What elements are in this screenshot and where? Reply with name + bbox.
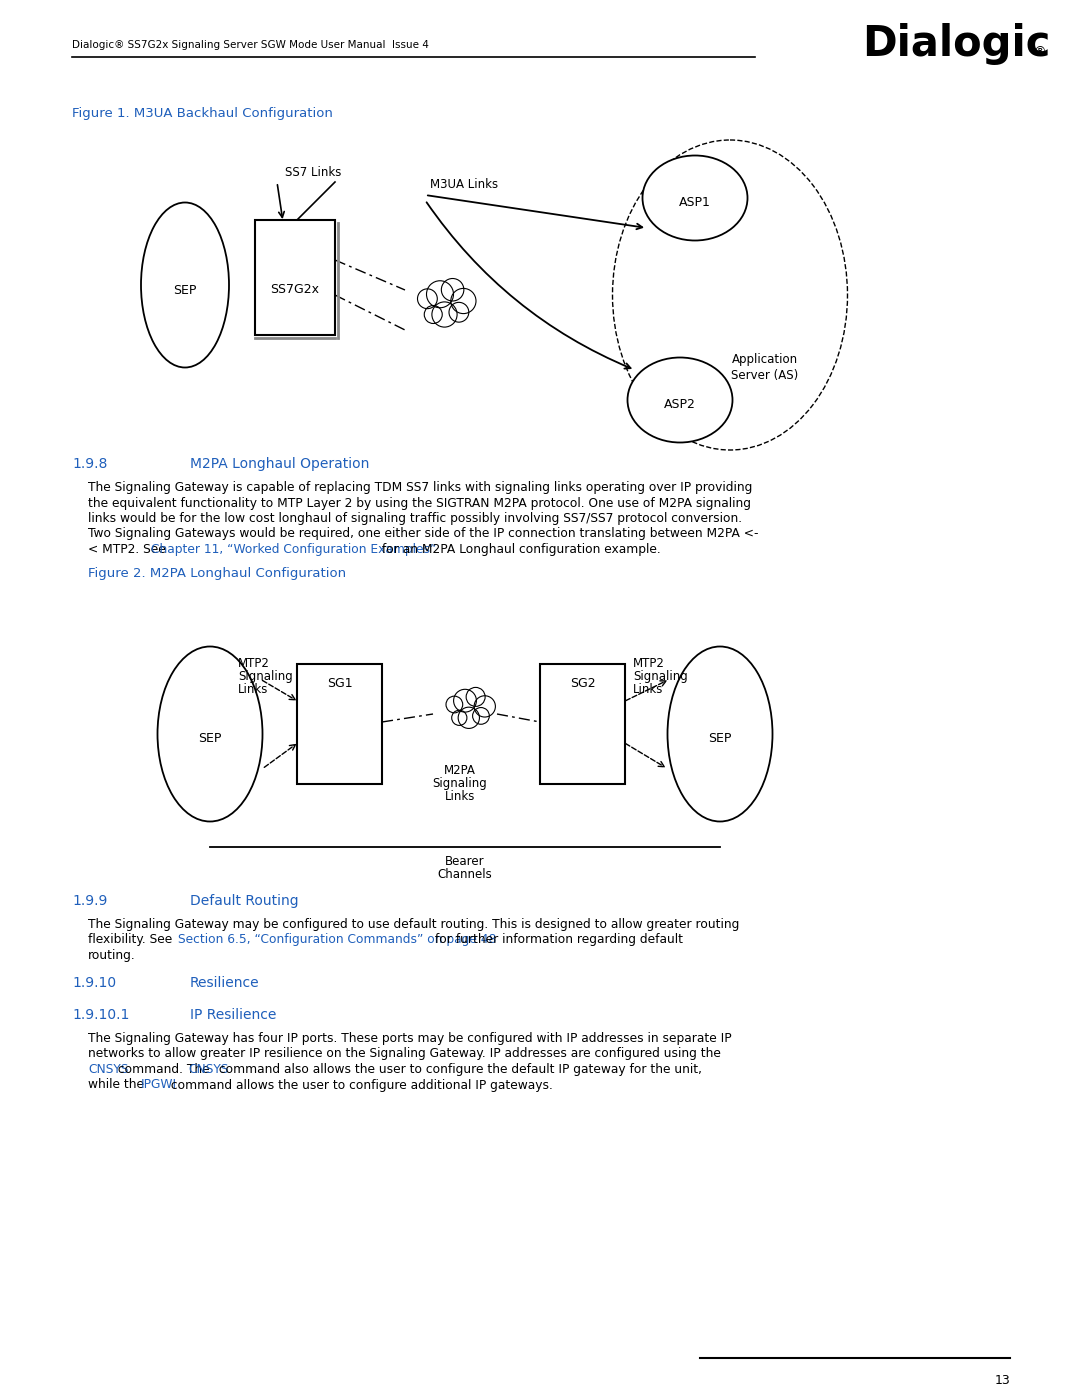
Text: MTP2: MTP2: [633, 657, 665, 671]
Text: Links: Links: [238, 683, 268, 696]
Text: The Signaling Gateway may be configured to use default routing. This is designed: The Signaling Gateway may be configured …: [87, 918, 740, 930]
Text: The Signaling Gateway has four IP ports. These ports may be configured with IP a: The Signaling Gateway has four IP ports.…: [87, 1032, 731, 1045]
Text: SEP: SEP: [199, 732, 221, 746]
Circle shape: [467, 687, 485, 707]
Text: SS7 Links: SS7 Links: [285, 165, 341, 179]
Circle shape: [446, 696, 462, 712]
Ellipse shape: [158, 647, 262, 821]
Text: ASP1: ASP1: [679, 196, 711, 208]
Bar: [297, 664, 382, 784]
Text: SS7G2x: SS7G2x: [270, 284, 320, 296]
Text: SEP: SEP: [708, 732, 731, 746]
Text: while the: while the: [87, 1078, 148, 1091]
Circle shape: [442, 278, 463, 300]
Text: Section 6.5, “Configuration Commands” on page 48: Section 6.5, “Configuration Commands” on…: [178, 933, 496, 947]
Text: links would be for the low cost longhaul of signaling traffic possibly involving: links would be for the low cost longhaul…: [87, 511, 742, 525]
Text: M2PA Longhaul Operation: M2PA Longhaul Operation: [190, 457, 369, 471]
Text: Links: Links: [633, 683, 663, 696]
Text: Resilience: Resilience: [190, 977, 259, 990]
Text: command also allows the user to configure the default IP gateway for the unit,: command also allows the user to configur…: [215, 1063, 702, 1076]
Ellipse shape: [141, 203, 229, 367]
Text: Signaling: Signaling: [238, 671, 293, 683]
Text: networks to allow greater IP resilience on the Signaling Gateway. IP addresses a: networks to allow greater IP resilience …: [87, 1048, 720, 1060]
Text: routing.: routing.: [87, 949, 136, 963]
Text: 1.9.8: 1.9.8: [72, 457, 107, 471]
Circle shape: [427, 281, 454, 307]
Text: M2PA: M2PA: [444, 764, 476, 777]
Text: Signaling: Signaling: [433, 777, 487, 789]
Text: 1.9.10.1: 1.9.10.1: [72, 1009, 130, 1023]
Text: IP Resilience: IP Resilience: [190, 1009, 276, 1023]
Bar: [255, 219, 335, 335]
Circle shape: [474, 696, 496, 717]
Text: for further information regarding default: for further information regarding defaul…: [431, 933, 684, 947]
Circle shape: [418, 289, 437, 309]
Text: Application: Application: [732, 353, 798, 366]
Text: command. The: command. The: [114, 1063, 214, 1076]
Text: Dialogic® SS7G2x Signaling Server SGW Mode User Manual  Issue 4: Dialogic® SS7G2x Signaling Server SGW Mo…: [72, 41, 429, 50]
Text: MTP2: MTP2: [238, 657, 270, 671]
Bar: [540, 664, 625, 784]
Text: ®: ®: [1032, 46, 1045, 59]
Text: SEP: SEP: [173, 284, 197, 296]
Text: the equivalent functionality to MTP Layer 2 by using the SIGTRAN M2PA protocol. : the equivalent functionality to MTP Laye…: [87, 496, 751, 510]
Text: Signaling: Signaling: [633, 671, 688, 683]
Text: Figure 1. M3UA Backhaul Configuration: Figure 1. M3UA Backhaul Configuration: [72, 108, 333, 120]
Text: Figure 2. M2PA Longhaul Configuration: Figure 2. M2PA Longhaul Configuration: [87, 567, 346, 580]
Text: 1.9.9: 1.9.9: [72, 894, 107, 908]
Ellipse shape: [643, 155, 747, 240]
Text: Bearer: Bearer: [445, 855, 485, 868]
Ellipse shape: [627, 358, 732, 443]
Text: CNSYS: CNSYS: [188, 1063, 229, 1076]
Text: for an M2PA Longhaul configuration example.: for an M2PA Longhaul configuration examp…: [378, 543, 661, 556]
Circle shape: [424, 306, 442, 324]
Text: 1.9.10: 1.9.10: [72, 977, 117, 990]
Ellipse shape: [667, 647, 772, 821]
Text: < MTP2. See: < MTP2. See: [87, 543, 170, 556]
Text: M3UA Links: M3UA Links: [430, 179, 498, 191]
Text: Two Signaling Gateways would be required, one either side of the IP connection t: Two Signaling Gateways would be required…: [87, 528, 758, 541]
Text: Server (AS): Server (AS): [731, 369, 798, 383]
Circle shape: [473, 707, 489, 724]
Circle shape: [454, 689, 476, 712]
Text: 13: 13: [995, 1375, 1010, 1387]
Text: Dialogic: Dialogic: [862, 22, 1051, 66]
Text: IPGWI: IPGWI: [140, 1078, 177, 1091]
Text: flexibility. See: flexibility. See: [87, 933, 176, 947]
Text: Chapter 11, “Worked Configuration Examples”: Chapter 11, “Worked Configuration Exampl…: [151, 543, 436, 556]
Circle shape: [458, 707, 480, 728]
Text: SG2: SG2: [569, 678, 595, 690]
Circle shape: [449, 302, 469, 323]
Text: Channels: Channels: [437, 868, 492, 882]
Text: command allows the user to configure additional IP gateways.: command allows the user to configure add…: [167, 1078, 553, 1091]
Text: ASP2: ASP2: [664, 398, 696, 411]
Circle shape: [432, 302, 457, 327]
Circle shape: [450, 288, 476, 313]
Text: Links: Links: [445, 789, 475, 803]
Circle shape: [451, 710, 467, 725]
Text: CNSYS: CNSYS: [87, 1063, 129, 1076]
Text: The Signaling Gateway is capable of replacing TDM SS7 links with signaling links: The Signaling Gateway is capable of repl…: [87, 481, 753, 495]
Text: SG1: SG1: [326, 678, 352, 690]
Text: Default Routing: Default Routing: [190, 894, 299, 908]
